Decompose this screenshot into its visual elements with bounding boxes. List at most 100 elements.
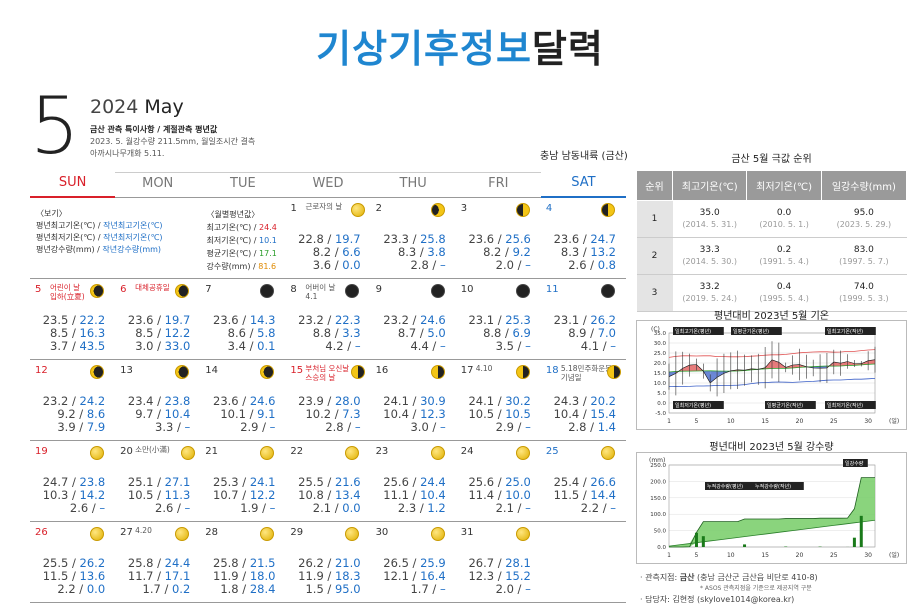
- day-number: 1: [290, 203, 297, 214]
- moon-phase-icon: [430, 527, 445, 541]
- moon-phase-icon: [351, 365, 366, 379]
- y-tick-label: 150.0: [650, 496, 666, 502]
- daily-precip-bar: [859, 515, 863, 547]
- day-number: 29: [290, 527, 304, 538]
- holiday-label: 4.20: [135, 526, 152, 535]
- holiday-label: 근로자의 날: [305, 202, 343, 211]
- page-title: 기상기후정보달력: [316, 27, 604, 71]
- holiday-label: 부처님 오신날 스승의 날: [305, 364, 350, 382]
- day-cell: 3 23.6 / 25.6 8.2 / 9.2 2.0 / –: [456, 198, 541, 278]
- day-cell: 10 23.1 / 25.3 8.8 / 6.9 3.5 / –: [456, 279, 541, 359]
- day-values: 23.2 / 24.6 8.7 / 5.0 4.4 / –: [383, 313, 446, 353]
- day-number: 21: [205, 446, 219, 457]
- legend-normal-max: 일최고기온(평년): [675, 328, 711, 335]
- calendar-week: 12 23.2 / 24.2 9.2 / 8.6 3.9 / 7.9 13 23.4 / …: [30, 360, 626, 441]
- day-cell: 2 23.3 / 25.8 8.3 / 3.8 2.8 / –: [371, 198, 456, 278]
- day-number: 27: [120, 527, 133, 538]
- day-number: 11: [545, 284, 559, 295]
- day-values: 24.1 / 30.2 10.5 / 10.5 2.9 / –: [468, 394, 531, 434]
- day-number: 10: [460, 284, 474, 295]
- temp-anomaly-area: [710, 370, 718, 383]
- day-number: 12: [35, 365, 48, 376]
- day-cell: 1 근로자의 날 22.8 / 19.7 8.2 / 6.6 3.6 / 0.0: [285, 198, 370, 278]
- moon-phase-icon: [345, 284, 360, 298]
- y-tick-label: 5.0: [657, 391, 666, 397]
- x-axis-label: (일): [889, 551, 899, 559]
- day-values: 23.5 / 22.2 8.5 / 16.3 3.7 / 43.5: [42, 313, 106, 353]
- x-tick-label: 10: [727, 552, 735, 559]
- moon-phase-icon: [430, 284, 445, 298]
- calendar-week: 5 어린이 날 입하(立夏) 23.5 / 22.2 8.5 / 16.3 3.7 / 4…: [30, 279, 626, 360]
- weekday-thu: THU: [370, 172, 456, 198]
- moon-phase-icon: [606, 365, 621, 379]
- day-values: 23.6 / 14.3 8.6 / 5.8 3.4 / 0.1: [213, 313, 276, 353]
- moon-phase-icon: [175, 365, 190, 379]
- x-tick-label: 25: [830, 418, 838, 425]
- day-cell: 29 26.2 / 21.0 11.9 / 18.3 1.5 / 95.0: [285, 522, 370, 602]
- moon-phase-icon: [351, 203, 366, 217]
- day-number: 23: [375, 446, 389, 457]
- weekday-fri: FRI: [455, 172, 541, 198]
- rain-chart: (mm) 250.0 200.0 150.0 100.0 50.0 0.0 1 5 10 15 20 2…: [636, 452, 907, 564]
- day-number: 30: [375, 527, 389, 538]
- day-number: 8: [290, 284, 297, 295]
- day-values: 25.1 / 27.1 10.5 / 11.3 2.6 / –: [127, 475, 191, 515]
- day-cell: 16 24.1 / 30.9 10.4 / 12.3 3.0 / –: [371, 360, 456, 440]
- legend-normal-cum-box: [705, 482, 756, 490]
- table-row: 1 35.0 (2014. 5. 31.) 0.0 (2010. 5. 1.) 95.0(…: [636, 200, 907, 238]
- extremes-table: 순위 최고기온(℃) 최저기온(℃) 일강수량(mm) 1 35.0 (2014. 5. …: [636, 170, 908, 312]
- normal-min-line: [668, 378, 876, 388]
- observation-notes: 금산 관측 특이사항 / 계절관측 평년값 2023. 5. 월강수량 211.…: [90, 125, 256, 158]
- temp-anomaly-area: [840, 361, 848, 366]
- day-number: 31: [460, 527, 474, 538]
- y-tick-label: 100.0: [650, 512, 666, 518]
- x-tick-label: 20: [796, 418, 804, 425]
- day-cell: 19 24.7 / 23.8 10.3 / 14.2 2.6 / –: [30, 441, 115, 521]
- temp-anomaly-area: [717, 371, 724, 378]
- day-number: 2: [375, 203, 382, 214]
- moon-phase-icon: [345, 527, 360, 541]
- day-values: 24.7 / 23.8 10.3 / 14.2 2.6 / –: [42, 475, 106, 515]
- day-values: 25.4 / 26.6 11.5 / 14.4 2.2 / –: [553, 475, 616, 515]
- day-number: 24: [460, 446, 474, 457]
- x-tick-label: 30: [864, 418, 872, 425]
- day-values: 26.7 / 28.1 12.3 / 15.2 2.0 / –: [468, 556, 531, 596]
- moon-phase-icon: [430, 203, 445, 217]
- monthly-normals-text: 〈월별평년값〉 최고기온(℃) / 24.4 최저기온(℃) / 10.1 평균기온(…: [206, 210, 277, 271]
- legend-daily-box: [843, 459, 868, 467]
- day-values: 24.3 / 20.2 10.4 / 15.4 2.8 / 1.4: [553, 394, 616, 434]
- day-cell: 9 23.2 / 24.6 8.7 / 5.0 4.4 / –: [371, 279, 456, 359]
- day-cell: 17 4.10 24.1 / 30.2 10.5 / 10.5 2.9 / –: [456, 360, 541, 440]
- day-cell: 20 소만(小滿) 25.1 / 27.1 10.5 / 11.3 2.6 / –: [115, 441, 200, 521]
- moon-phase-icon: [600, 446, 615, 460]
- y-axis-label: (mm): [649, 457, 665, 464]
- moon-phase-icon: [515, 527, 530, 541]
- moon-phase-icon: [430, 446, 445, 460]
- legend-last-min-box: [825, 401, 876, 409]
- temp-chart: (C) 35.0 30.0 25.0 20.0 15.0 10.0 5.0 0.0 -5.0 1 5 1…: [636, 320, 907, 430]
- temp-anomaly-area: [669, 371, 676, 377]
- day-cell: 4 23.6 / 24.7 8.3 / 13.2 2.6 / 0.8: [541, 198, 626, 278]
- holiday-label: 어린이 날 입하(立夏): [50, 283, 85, 301]
- y-tick-label: -5.0: [655, 411, 666, 417]
- y-tick-label: 0.0: [657, 401, 666, 407]
- holiday-label: 4.10: [475, 364, 493, 373]
- holiday-label: 대체공휴일: [135, 283, 170, 292]
- day-number: 5: [35, 284, 42, 295]
- day-cell: 5 어린이 날 입하(立夏) 23.5 / 22.2 8.5 / 16.3 3.7 / 4…: [30, 279, 115, 359]
- footer-info: · 관측지점: 금산 (충남 금산군 금산읍 비단로 410-8) * ASOS…: [640, 573, 818, 604]
- day-cell: 7 23.6 / 14.3 8.6 / 5.8 3.4 / 0.1: [200, 279, 285, 359]
- day-values: 26.5 / 25.9 12.1 / 16.4 1.7 / –: [383, 556, 446, 596]
- x-tick-label: 1: [667, 552, 671, 559]
- day-cell: 26 25.5 / 26.2 11.5 / 13.6 2.2 / 0.0: [30, 522, 115, 602]
- temp-chart-svg: (C)35.030.025.020.015.010.05.00.0-5.01 5 1…: [651, 326, 899, 425]
- day-cell: 27 4.20 25.8 / 24.4 11.7 / 17.1 1.7 / 0.2: [115, 522, 200, 602]
- day-number: 26: [35, 527, 48, 538]
- calendar-week: 〈보기〉 평년최고기온(℃) / 작년최고기온(℃) 평년최저기온(℃) / 작년최…: [30, 198, 626, 279]
- moon-phase-icon: [90, 365, 104, 379]
- day-number: 13: [120, 365, 133, 376]
- legend-last-max-box: [825, 327, 876, 335]
- y-tick-label: 25.0: [654, 351, 667, 357]
- day-cell: 22 25.5 / 21.6 10.8 / 13.4 2.1 / 0.0: [285, 441, 370, 521]
- cumulative-difference-area: [669, 477, 875, 547]
